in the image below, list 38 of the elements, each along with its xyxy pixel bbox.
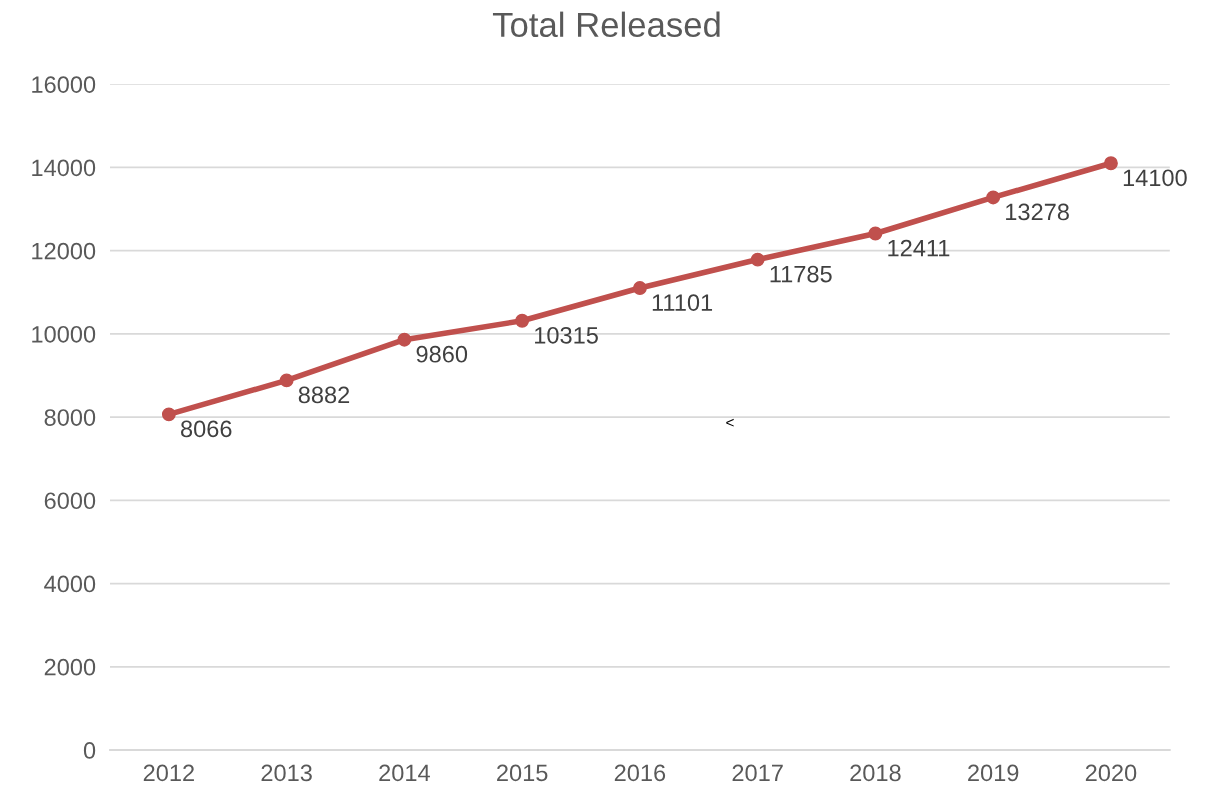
y-tick-label: 10000: [32, 325, 96, 343]
y-tick-label: 12000: [32, 242, 96, 260]
point: [1103, 156, 1118, 171]
data-label: 9860: [416, 345, 468, 363]
x-tick-label: 2015: [497, 764, 548, 782]
x-tick-label: 2020: [1085, 764, 1137, 782]
y-tick-label: 4000: [44, 575, 96, 593]
y-tick-label: 16000: [32, 76, 96, 93]
point: [161, 407, 176, 422]
x-tick-label: 2013: [261, 764, 312, 782]
y-tick-label: 14000: [32, 159, 96, 177]
x-tick-label: 2014: [379, 764, 430, 782]
data-label: 10315: [535, 326, 598, 344]
chart-title: Total Released: [492, 11, 720, 38]
y-tick-label: 2000: [44, 658, 96, 676]
x-tick-label: 2017: [732, 764, 783, 782]
data-label: 13278: [1006, 203, 1069, 221]
x-tick-label: 2016: [614, 764, 666, 782]
x-tick-label: 2019: [968, 764, 1019, 782]
data-label: 11785: [770, 265, 832, 283]
y-tick-label: 0: [83, 742, 96, 759]
point: [515, 313, 530, 328]
y-tick-label: 6000: [44, 492, 96, 510]
data-label: 8066: [181, 420, 232, 438]
point: [986, 190, 1001, 205]
point: [750, 252, 765, 267]
point: [279, 373, 294, 388]
annotation: <: [726, 418, 734, 427]
y-tick-label: 8000: [44, 409, 96, 426]
data-label: 8882: [298, 386, 350, 404]
point: [868, 226, 883, 241]
point: [397, 332, 412, 347]
x-tick-label: 2012: [143, 764, 194, 782]
data-label: 12411: [888, 239, 950, 257]
x-tick-label: 2018: [850, 764, 901, 782]
data-label: 11101: [652, 294, 713, 311]
point: [632, 281, 647, 295]
data-label: 14100: [1123, 169, 1187, 187]
